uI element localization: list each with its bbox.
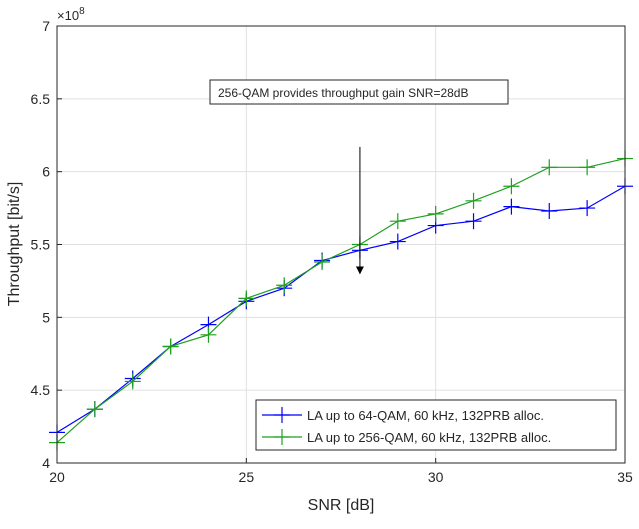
annotation-text: 256-QAM provides throughput gain SNR=28d… [218, 86, 468, 100]
x-tick-label: 25 [239, 469, 255, 485]
x-tick-label: 30 [428, 469, 444, 485]
series-2-point [276, 277, 293, 294]
x-axis-title: SNR [dB] [308, 497, 375, 514]
series-2-point [541, 159, 558, 176]
series-1-point [389, 233, 406, 250]
x-tick-label: 35 [617, 469, 633, 485]
x-tick-label: 20 [49, 469, 65, 485]
y-tick-label: 4.5 [31, 382, 51, 398]
legend-label-1: LA up to 64-QAM, 60 kHz, 132PRB alloc. [307, 408, 544, 423]
series-1-point [541, 202, 558, 219]
series-2-point [238, 290, 255, 307]
axis-ticks [56, 25, 626, 464]
y-tick-label: 7 [42, 18, 50, 34]
series-2-point [579, 159, 596, 176]
series-2-point [503, 178, 520, 195]
y-exponent-power: 8 [79, 6, 85, 17]
series-2-point [314, 253, 331, 270]
legend-box [255, 399, 617, 451]
series-1-point [579, 200, 596, 217]
series-2-point [389, 213, 406, 230]
series-1-point [503, 198, 520, 215]
annotation-box [209, 79, 509, 105]
series-2-point [86, 401, 103, 418]
legend: LA up to 64-QAM, 60 kHz, 132PRB alloc. LA… [255, 399, 617, 451]
series-2-point [162, 338, 179, 355]
y-tick-label: 4 [42, 455, 50, 471]
series-2-point [124, 373, 141, 390]
y-tick-label: 6 [42, 164, 50, 180]
y-tick-label: 5 [42, 309, 50, 325]
series-1-point [465, 213, 482, 230]
series-2-point [465, 192, 482, 209]
y-axis-title: Throughput [bit/s] [6, 182, 23, 307]
annotation: 256-QAM provides throughput gain SNR=28d… [209, 79, 509, 275]
y-exponent-label: ×108 [57, 6, 85, 23]
y-tick-label: 5.5 [31, 237, 51, 253]
legend-label-2: LA up to 256-QAM, 60 kHz, 132PRB alloc. [307, 430, 551, 445]
y-tick-label: 6.5 [31, 91, 51, 107]
series-2-line [56, 157, 626, 444]
series-2-point [427, 205, 444, 222]
series-1-line [56, 185, 626, 433]
legend-item-1: LA up to 64-QAM, 60 kHz, 132PRB alloc. [262, 407, 544, 423]
series-2-point [200, 326, 217, 343]
legend-item-2: LA up to 256-QAM, 60 kHz, 132PRB alloc. [262, 429, 551, 445]
